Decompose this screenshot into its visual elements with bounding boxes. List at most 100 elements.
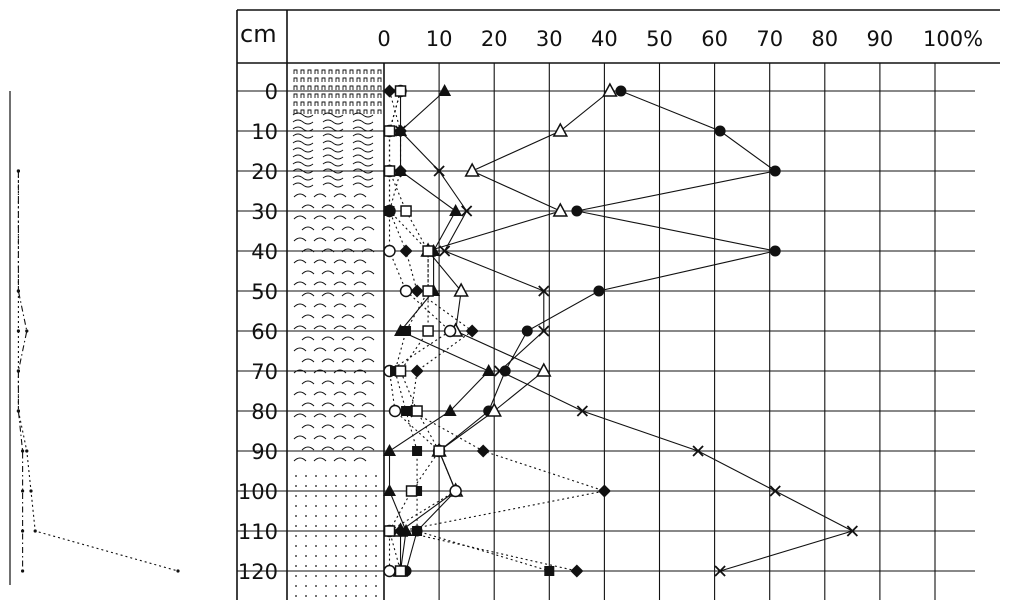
arc-mark bbox=[341, 204, 355, 209]
open-square-point bbox=[383, 125, 396, 137]
side-series-point bbox=[16, 369, 20, 373]
open-circle-point bbox=[383, 244, 396, 258]
dot-mark bbox=[355, 495, 357, 497]
arc-mark bbox=[361, 446, 375, 451]
filled-diamond-point bbox=[465, 324, 479, 338]
arc-mark bbox=[341, 402, 355, 407]
side-series-point bbox=[21, 449, 25, 453]
dot-mark bbox=[365, 525, 367, 527]
arc-mark bbox=[353, 215, 367, 220]
arc-mark bbox=[361, 402, 375, 407]
dot-mark bbox=[345, 485, 347, 487]
dot-mark bbox=[375, 595, 377, 597]
open-square-point bbox=[433, 445, 445, 457]
wave-mark bbox=[322, 119, 344, 125]
side-series-point bbox=[33, 529, 37, 533]
dot-mark bbox=[365, 475, 367, 477]
dot-mark bbox=[315, 595, 317, 597]
dot-mark bbox=[365, 505, 367, 507]
grass-mark bbox=[377, 69, 382, 74]
arc-mark bbox=[353, 347, 367, 352]
dot-mark bbox=[355, 505, 357, 507]
grass-mark bbox=[293, 77, 298, 82]
dot-mark bbox=[355, 575, 357, 577]
arc-mark bbox=[293, 281, 307, 286]
wave-mark bbox=[322, 182, 344, 188]
grass-mark bbox=[370, 69, 375, 74]
cross-point bbox=[846, 525, 858, 537]
side-profile-panel bbox=[9, 91, 180, 585]
dot-mark bbox=[325, 535, 327, 537]
dot-mark bbox=[365, 535, 367, 537]
arc-mark bbox=[301, 424, 315, 429]
markers-open-square bbox=[383, 85, 445, 577]
grass-mark bbox=[314, 69, 319, 74]
filled-circle-point bbox=[714, 125, 726, 137]
filled-square-point bbox=[544, 566, 555, 576]
side-series-point bbox=[21, 529, 25, 533]
arc-mark bbox=[361, 336, 375, 341]
dot-mark bbox=[365, 515, 367, 517]
side-series-point bbox=[16, 289, 20, 293]
wave-mark bbox=[322, 133, 344, 139]
dot-mark bbox=[375, 545, 377, 547]
grass-mark bbox=[370, 101, 375, 106]
side-series-point bbox=[176, 569, 180, 573]
dot-mark bbox=[345, 505, 347, 507]
dot-mark bbox=[335, 505, 337, 507]
dot-mark bbox=[295, 555, 297, 557]
dot-mark bbox=[365, 585, 367, 587]
dot-mark bbox=[365, 555, 367, 557]
dot-mark bbox=[325, 545, 327, 547]
grass-mark bbox=[335, 101, 340, 106]
arc-mark bbox=[341, 270, 355, 275]
grass-mark bbox=[314, 77, 319, 82]
grass-mark bbox=[377, 109, 382, 114]
filled-circle-point bbox=[769, 165, 781, 177]
y-tick-label: 90 bbox=[251, 440, 278, 464]
arc-mark bbox=[353, 193, 367, 198]
arc-mark bbox=[333, 259, 347, 264]
series-layer bbox=[383, 82, 858, 578]
wave-mark bbox=[322, 112, 344, 118]
grass-mark bbox=[370, 93, 375, 98]
markers-filled-diamond bbox=[383, 84, 611, 578]
open-triangle-point bbox=[552, 122, 569, 137]
arc-mark bbox=[293, 215, 307, 220]
dot-mark bbox=[305, 565, 307, 567]
grass-mark bbox=[300, 77, 305, 82]
dot-mark bbox=[375, 525, 377, 527]
open-circle-point bbox=[388, 404, 402, 418]
open-triangle-point bbox=[602, 82, 618, 97]
grass-mark bbox=[349, 101, 354, 106]
open-square-point bbox=[394, 565, 407, 577]
open-triangle-point bbox=[552, 202, 569, 217]
open-square-point bbox=[394, 85, 407, 97]
grass-mark bbox=[363, 101, 368, 106]
arc-mark bbox=[361, 204, 375, 209]
dot-mark bbox=[375, 515, 377, 517]
y-tick-label: 0 bbox=[265, 80, 278, 104]
arc-mark bbox=[313, 325, 327, 330]
dot-mark bbox=[325, 595, 327, 597]
grass-mark bbox=[363, 69, 368, 74]
arc-mark bbox=[301, 446, 315, 451]
arc-mark bbox=[341, 336, 355, 341]
dot-mark bbox=[375, 495, 377, 497]
grass-mark bbox=[363, 109, 368, 114]
soil-layer-dots bbox=[295, 475, 377, 597]
grass-mark bbox=[293, 101, 298, 106]
dot-mark bbox=[295, 485, 297, 487]
arc-mark bbox=[341, 314, 355, 319]
side-series-line bbox=[17, 171, 179, 572]
dot-mark bbox=[355, 565, 357, 567]
side-series-dashdot bbox=[16, 169, 29, 573]
grass-mark bbox=[321, 77, 326, 82]
dot-mark bbox=[345, 525, 347, 527]
filled-circle-point bbox=[499, 365, 511, 377]
dot-mark bbox=[355, 545, 357, 547]
grass-mark bbox=[300, 109, 305, 114]
wave-mark bbox=[322, 126, 344, 132]
grass-mark bbox=[293, 69, 298, 74]
wave-mark bbox=[352, 133, 374, 139]
